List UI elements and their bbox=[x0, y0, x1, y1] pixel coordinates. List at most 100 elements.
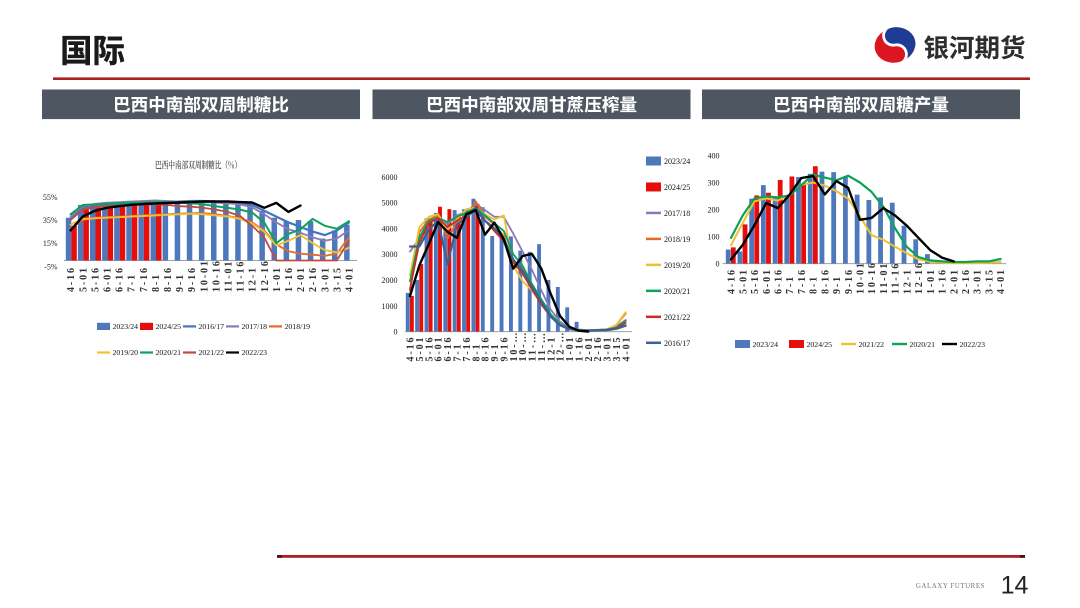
svg-text:2-01: 2-01 bbox=[584, 336, 595, 362]
svg-text:9-16: 9-16 bbox=[187, 266, 198, 292]
svg-text:3-01: 3-01 bbox=[603, 336, 614, 362]
svg-text:3-01: 3-01 bbox=[973, 268, 984, 294]
svg-text:1-16: 1-16 bbox=[574, 336, 585, 362]
svg-text:5-16: 5-16 bbox=[424, 336, 435, 362]
svg-text:0: 0 bbox=[394, 328, 398, 337]
svg-text:2017/18: 2017/18 bbox=[664, 209, 690, 218]
svg-text:10-01: 10-01 bbox=[856, 261, 867, 294]
svg-text:8-16: 8-16 bbox=[163, 266, 174, 292]
svg-text:9-16: 9-16 bbox=[499, 336, 510, 362]
svg-text:12-1: 12-1 bbox=[546, 336, 557, 362]
svg-text:300: 300 bbox=[708, 178, 720, 187]
svg-text:1-16: 1-16 bbox=[938, 268, 949, 294]
svg-text:9-16: 9-16 bbox=[844, 268, 855, 294]
svg-text:0: 0 bbox=[716, 260, 720, 269]
svg-text:7-16: 7-16 bbox=[462, 336, 473, 362]
svg-text:1-01: 1-01 bbox=[565, 336, 576, 362]
svg-text:8-16: 8-16 bbox=[820, 268, 831, 294]
svg-text:11-01: 11-01 bbox=[224, 260, 235, 292]
svg-text:11-01: 11-01 bbox=[879, 262, 890, 294]
svg-text:35%: 35% bbox=[43, 216, 58, 225]
svg-text:12-16: 12-16 bbox=[914, 261, 925, 294]
svg-text:2022/23: 2022/23 bbox=[242, 348, 268, 357]
svg-text:2020/21: 2020/21 bbox=[910, 340, 936, 349]
svg-text:2-16: 2-16 bbox=[308, 266, 319, 292]
svg-text:15%: 15% bbox=[43, 239, 58, 248]
svg-text:1-01: 1-01 bbox=[926, 268, 937, 294]
svg-text:7-1: 7-1 bbox=[453, 342, 464, 361]
svg-text:11-16: 11-16 bbox=[891, 262, 902, 294]
svg-text:9-1: 9-1 bbox=[490, 342, 501, 361]
svg-text:12-1: 12-1 bbox=[902, 268, 913, 294]
svg-text:3000: 3000 bbox=[382, 250, 398, 259]
svg-text:6-01: 6-01 bbox=[434, 336, 445, 362]
svg-text:2021/22: 2021/22 bbox=[199, 348, 225, 357]
svg-text:11-16: 11-16 bbox=[236, 260, 247, 292]
svg-text:2021/22: 2021/22 bbox=[664, 313, 690, 322]
svg-text:2016/17: 2016/17 bbox=[199, 322, 225, 331]
svg-text:-5%: -5% bbox=[44, 262, 58, 271]
svg-text:2024/25: 2024/25 bbox=[664, 183, 690, 192]
svg-text:100: 100 bbox=[708, 233, 720, 242]
svg-text:1000: 1000 bbox=[382, 302, 398, 311]
svg-text:10-01: 10-01 bbox=[199, 259, 210, 292]
svg-text:2023/24: 2023/24 bbox=[753, 340, 779, 349]
svg-text:8-1: 8-1 bbox=[809, 275, 820, 294]
svg-text:2024/25: 2024/25 bbox=[807, 340, 833, 349]
svg-text:200: 200 bbox=[708, 206, 720, 215]
svg-text:2023/24: 2023/24 bbox=[664, 157, 690, 166]
svg-text:3-15: 3-15 bbox=[612, 336, 623, 362]
svg-text:2019/20: 2019/20 bbox=[664, 261, 690, 270]
svg-text:2022/23: 2022/23 bbox=[960, 340, 986, 349]
svg-text:11-…: 11-… bbox=[528, 331, 539, 361]
svg-text:GALAXY FUTURES: GALAXY FUTURES bbox=[916, 582, 985, 590]
svg-text:2000: 2000 bbox=[382, 276, 398, 285]
svg-text:5000: 5000 bbox=[382, 199, 398, 208]
svg-text:4-01: 4-01 bbox=[996, 268, 1007, 294]
svg-text:7-16: 7-16 bbox=[139, 266, 150, 292]
svg-text:2023/24: 2023/24 bbox=[113, 322, 139, 331]
svg-text:8-1: 8-1 bbox=[151, 273, 162, 292]
svg-text:3-15: 3-15 bbox=[332, 266, 343, 292]
svg-text:5-01: 5-01 bbox=[78, 266, 89, 292]
svg-text:6-01: 6-01 bbox=[762, 268, 773, 294]
svg-text:6-16: 6-16 bbox=[773, 268, 784, 294]
svg-text:9-1: 9-1 bbox=[832, 275, 843, 294]
svg-text:10-…: 10-… bbox=[518, 331, 529, 362]
svg-text:2016/17: 2016/17 bbox=[664, 339, 690, 348]
svg-text:4-16: 4-16 bbox=[406, 336, 417, 362]
svg-text:5-01: 5-01 bbox=[738, 268, 749, 294]
svg-text:4-01: 4-01 bbox=[621, 336, 632, 362]
svg-text:2-16: 2-16 bbox=[961, 268, 972, 294]
svg-text:10-…: 10-… bbox=[509, 331, 520, 362]
svg-text:10-16: 10-16 bbox=[211, 259, 222, 292]
svg-text:3-15: 3-15 bbox=[984, 268, 995, 294]
svg-text:2018/19: 2018/19 bbox=[285, 322, 311, 331]
svg-text:4-01: 4-01 bbox=[345, 266, 356, 292]
svg-text:12-1: 12-1 bbox=[248, 266, 259, 292]
svg-text:4000: 4000 bbox=[382, 224, 398, 233]
svg-text:6000: 6000 bbox=[382, 173, 398, 182]
svg-text:1-16: 1-16 bbox=[284, 266, 295, 292]
svg-text:2024/25: 2024/25 bbox=[156, 322, 182, 331]
svg-text:8-16: 8-16 bbox=[481, 336, 492, 362]
svg-text:400: 400 bbox=[708, 151, 720, 160]
svg-text:11-…: 11-… bbox=[537, 331, 548, 361]
svg-text:2020/21: 2020/21 bbox=[664, 287, 690, 296]
svg-text:3-01: 3-01 bbox=[320, 266, 331, 292]
svg-text:12-16: 12-16 bbox=[260, 259, 271, 292]
svg-text:7-1: 7-1 bbox=[785, 275, 796, 294]
svg-text:2020/21: 2020/21 bbox=[156, 348, 182, 357]
svg-text:4-16: 4-16 bbox=[727, 268, 738, 294]
svg-text:6-16: 6-16 bbox=[115, 266, 126, 292]
svg-text:2019/20: 2019/20 bbox=[113, 348, 139, 357]
svg-text:4-16: 4-16 bbox=[66, 266, 77, 292]
svg-text:7-16: 7-16 bbox=[797, 268, 808, 294]
svg-text:10-16: 10-16 bbox=[867, 261, 878, 294]
svg-text:9-1: 9-1 bbox=[175, 273, 186, 292]
svg-text:5-01: 5-01 bbox=[415, 336, 426, 362]
svg-text:55%: 55% bbox=[43, 193, 58, 202]
svg-text:6-01: 6-01 bbox=[103, 266, 114, 292]
svg-text:2017/18: 2017/18 bbox=[242, 322, 268, 331]
svg-text:12-…: 12-… bbox=[556, 331, 567, 362]
